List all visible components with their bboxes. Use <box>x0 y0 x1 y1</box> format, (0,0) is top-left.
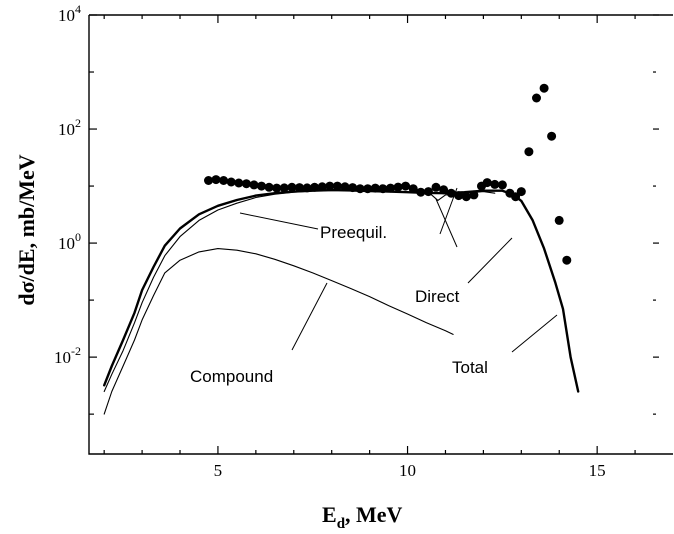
data-point <box>287 182 297 192</box>
arrow-direct-1 <box>439 187 458 235</box>
data-point <box>482 178 492 188</box>
data-point <box>363 184 373 194</box>
annotation-direct: Direct <box>415 287 460 306</box>
axis-frame-left-bottom <box>88 15 673 455</box>
x-axis-title-main: E <box>322 502 337 527</box>
data-point <box>234 178 244 188</box>
data-point <box>562 255 572 265</box>
data-point <box>378 184 388 194</box>
data-point <box>355 184 365 194</box>
y-tick-label: 102 <box>58 116 81 139</box>
data-point <box>249 180 259 190</box>
data-point <box>431 182 441 192</box>
data-point <box>348 183 358 193</box>
y-axis-title: dσ/dE, mb/MeV <box>14 154 39 305</box>
data-point <box>340 182 350 192</box>
data-point <box>524 147 534 157</box>
data-point <box>302 183 312 193</box>
annotation-layer: Preequil. Direct Compound Total <box>190 187 558 386</box>
data-point <box>423 187 433 197</box>
arrow-direct-2 <box>435 198 458 248</box>
x-axis-title: Ed, MeV <box>322 502 403 532</box>
data-point <box>219 176 229 185</box>
y-tick-label: 10-2 <box>54 344 81 367</box>
x-tick-label: 5 <box>214 461 223 480</box>
data-point <box>416 187 426 197</box>
data-point <box>370 183 380 193</box>
annotation-total: Total <box>452 358 488 377</box>
data-point <box>490 179 500 189</box>
data-point <box>393 182 403 192</box>
annotation-preequil: Preequil. <box>320 223 387 242</box>
points-layer <box>204 83 572 265</box>
series-preequil-line <box>103 189 447 393</box>
data-point <box>211 175 221 185</box>
data-point <box>325 181 335 191</box>
series-total-line <box>103 188 580 393</box>
x-axis-title-rest: , MeV <box>345 502 403 527</box>
arrow-direct-3 <box>467 237 513 284</box>
y-tick-label: 104 <box>58 2 81 25</box>
data-point <box>516 187 526 197</box>
annotation-compound: Compound <box>190 367 273 386</box>
data-point <box>408 184 418 194</box>
data-point <box>279 183 289 193</box>
y-tick-label: 100 <box>58 230 81 253</box>
data-point <box>226 177 236 187</box>
arrow-preequil <box>239 212 319 230</box>
data-point <box>310 182 320 192</box>
data-point <box>257 181 266 191</box>
data-point <box>539 83 549 93</box>
data-point <box>497 180 507 190</box>
arrow-compound <box>291 282 328 351</box>
data-point <box>317 182 327 192</box>
data-point <box>461 192 471 202</box>
data-point <box>204 176 213 185</box>
data-point <box>547 131 557 141</box>
ticks: 5 10 15 10-2 100 102 104 <box>54 2 659 480</box>
data-point <box>454 191 464 201</box>
data-point <box>532 93 541 103</box>
data-point <box>439 185 449 195</box>
data-point <box>264 182 274 192</box>
data-point <box>401 181 411 191</box>
data-point <box>554 215 564 225</box>
x-axis-title-sub: d <box>337 516 346 532</box>
data-point <box>446 188 456 198</box>
data-point <box>332 181 342 191</box>
data-point <box>241 179 251 189</box>
series-compound-line <box>103 248 454 415</box>
data-point <box>386 183 395 193</box>
data-point <box>469 190 479 200</box>
arrow-total <box>511 314 558 353</box>
data-point <box>295 183 304 193</box>
axes <box>88 14 673 455</box>
x-tick-label: 10 <box>399 461 416 480</box>
x-tick-label: 15 <box>589 461 606 480</box>
data-point <box>272 183 282 193</box>
